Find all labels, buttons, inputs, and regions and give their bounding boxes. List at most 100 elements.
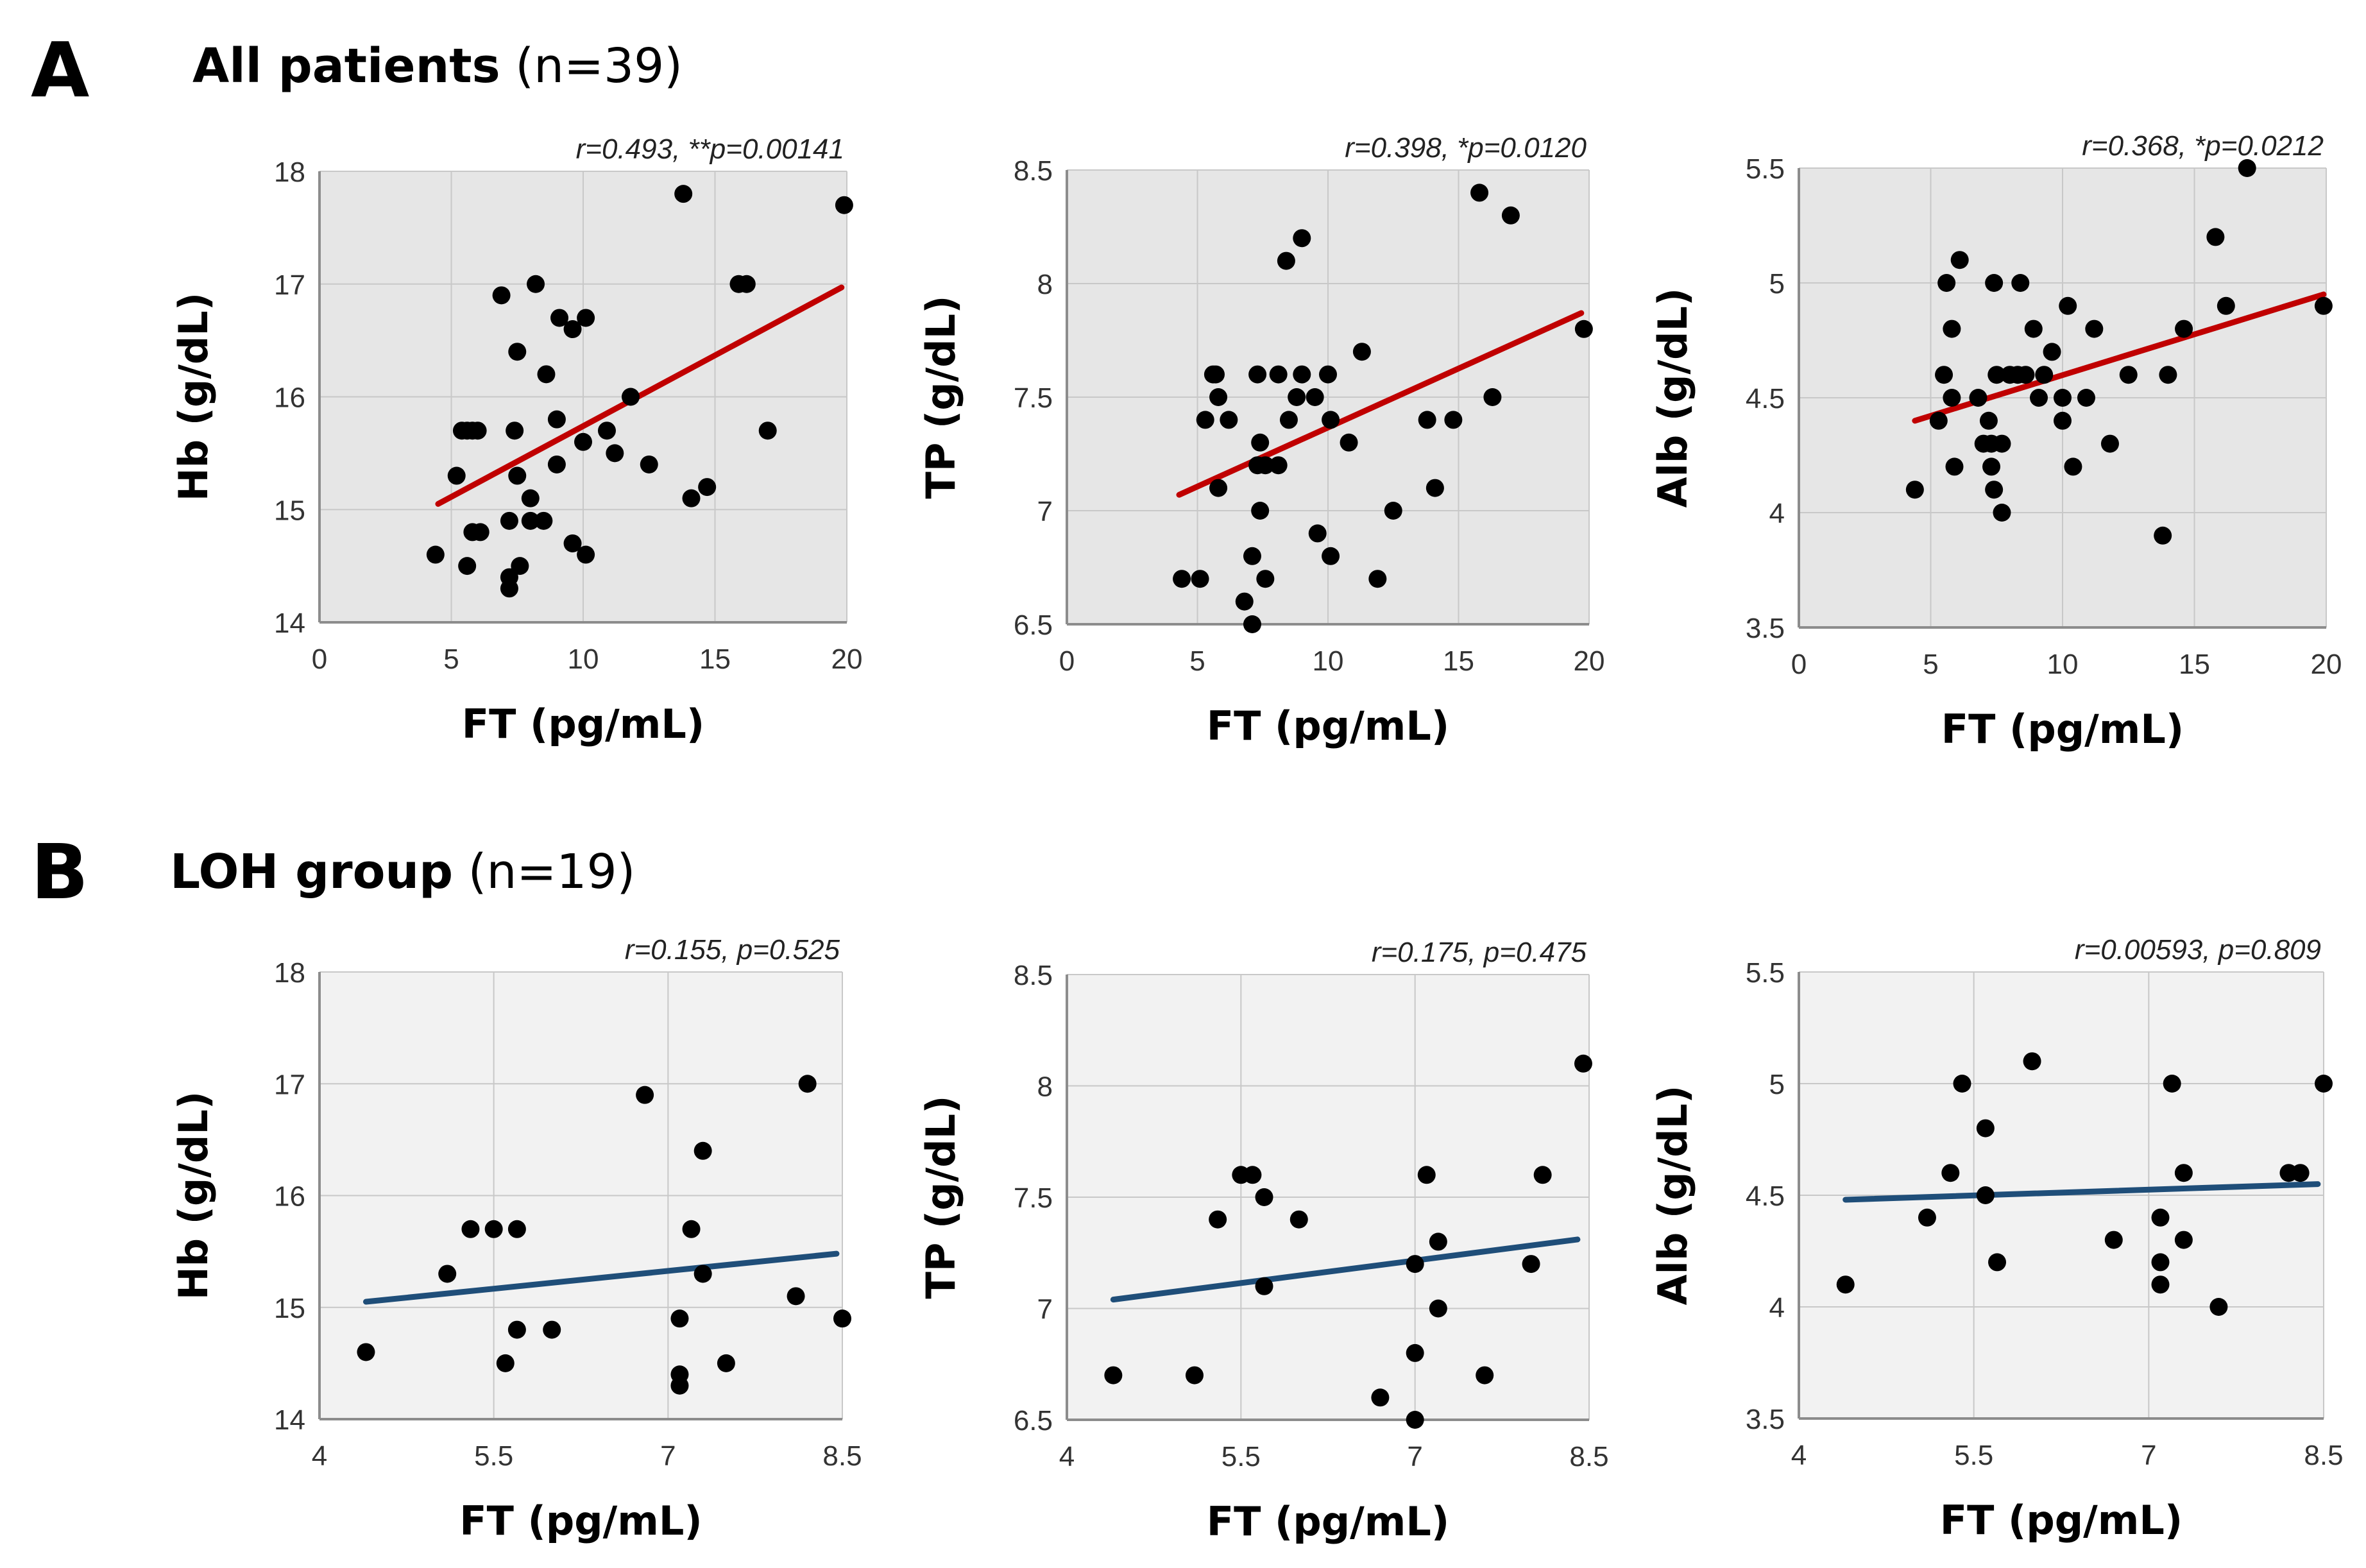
c1-data-point <box>1236 593 1254 611</box>
c1-y-tick-label: 8 <box>1037 269 1053 300</box>
c2-data-point <box>1985 481 2003 499</box>
c1-data-point <box>1207 366 1225 384</box>
c0-data-point <box>500 512 518 530</box>
c1-data-point <box>1426 479 1444 497</box>
c2-data-point <box>1982 457 2000 475</box>
c1-data-point <box>1575 320 1593 338</box>
c2-data-point <box>1906 481 1924 499</box>
c3-y-axis-title: Hb (g/dL) <box>170 1091 217 1300</box>
c1-data-point <box>1309 524 1327 542</box>
c4-data-point <box>1406 1255 1424 1273</box>
c0-data-point <box>622 388 640 406</box>
c4-data-point <box>1522 1255 1540 1273</box>
c3-y-tick-label: 18 <box>274 957 305 989</box>
c1-data-point <box>1384 502 1402 520</box>
c4-data-point <box>1371 1388 1389 1406</box>
c0-data-point <box>506 422 523 439</box>
c2-x-tick-label: 15 <box>2179 649 2210 680</box>
c4-y-tick-label: 8.5 <box>1014 960 1053 991</box>
c4-data-point <box>1104 1367 1122 1385</box>
c1-data-point <box>1191 570 1209 588</box>
c0-y-tick-label: 15 <box>274 495 305 526</box>
c0-x-tick-label: 10 <box>568 643 599 675</box>
c4-data-point <box>1476 1367 1494 1385</box>
c2-data-point <box>2077 389 2095 407</box>
c2-data-point <box>1943 389 1961 407</box>
c3-data-point <box>438 1265 456 1283</box>
chart-a-alb: 0 5 10 15 203.544.555.5r=0.368, *p=0.0212FT … <box>1649 130 2342 753</box>
c5-data-point <box>1941 1164 1959 1182</box>
c2-data-point <box>1980 412 1998 430</box>
c3-y-tick-label: 14 <box>274 1404 305 1436</box>
c1-x-axis-title: FT (pg/mL) <box>1207 703 1449 749</box>
c0-data-point <box>577 546 595 564</box>
c4-y-tick-label: 8 <box>1037 1071 1053 1103</box>
c2-x-tick-label: 10 <box>2047 649 2079 680</box>
c2-data-point <box>2054 389 2072 407</box>
c1-x-tick-label: 10 <box>1313 645 1344 677</box>
c1-data-point <box>1483 388 1501 406</box>
c1-stat-annotation: r=0.398, *p=0.0120 <box>1345 132 1587 164</box>
c0-data-point <box>534 512 552 530</box>
c1-x-tick-label: 15 <box>1443 645 1474 677</box>
c5-y-tick-label: 4.5 <box>1746 1180 1785 1212</box>
figure-canvas: A All patients (n=39) B LOH group (n=19)… <box>0 0 2366 1568</box>
c1-data-point <box>1251 502 1269 520</box>
c1-data-point <box>1340 434 1358 452</box>
c2-data-point <box>2016 366 2034 384</box>
c5-y-tick-label: 3.5 <box>1746 1404 1785 1435</box>
c5-stat-annotation: r=0.00593, p=0.809 <box>2075 934 2321 966</box>
c1-y-axis-title: TP (g/dL) <box>917 296 964 499</box>
c0-data-point <box>548 456 566 473</box>
panel-a-title: All patients (n=39) <box>192 38 683 94</box>
c5-y-axis-title: Alb (g/dL) <box>1649 1086 1696 1306</box>
c4-data-point <box>1255 1277 1273 1295</box>
c0-data-point <box>683 490 701 507</box>
c2-data-point <box>2035 366 2053 384</box>
c2-x-tick-label: 20 <box>2311 649 2342 680</box>
c0-data-point <box>606 444 624 462</box>
c0-y-tick-label: 16 <box>274 382 305 414</box>
c4-x-tick-label: 8.5 <box>1569 1441 1608 1472</box>
c4-data-point <box>1534 1166 1552 1184</box>
c3-data-point <box>683 1220 701 1238</box>
c2-data-point <box>1993 504 2011 522</box>
c1-data-point <box>1173 570 1191 588</box>
c5-data-point <box>1988 1253 2006 1271</box>
c2-data-point <box>2054 412 2072 430</box>
c5-x-axis-title: FT (pg/mL) <box>1940 1497 2183 1544</box>
c1-y-tick-label: 7 <box>1037 496 1053 527</box>
c0-data-point <box>698 478 716 496</box>
c5-data-point <box>2175 1164 2193 1182</box>
c1-data-point <box>1444 411 1462 429</box>
c0-data-point <box>472 523 489 541</box>
c2-y-tick-label: 3.5 <box>1746 613 1785 644</box>
c0-data-point <box>548 411 566 429</box>
c1-data-point <box>1277 252 1295 270</box>
c1-data-point <box>1280 411 1298 429</box>
c3-x-axis-title: FT (pg/mL) <box>459 1497 702 1544</box>
c0-y-axis-title: Hb (g/dL) <box>170 293 217 501</box>
c1-data-point <box>1209 479 1227 497</box>
c1-x-tick-label: 5 <box>1189 645 1205 677</box>
c2-x-axis-title: FT (pg/mL) <box>1941 706 2184 753</box>
c0-data-point <box>577 309 595 327</box>
c0-data-point <box>759 422 777 439</box>
c1-y-tick-label: 8.5 <box>1014 155 1053 187</box>
c5-y-tick-label: 4 <box>1769 1292 1785 1324</box>
c1-data-point <box>1418 411 1436 429</box>
c2-data-point <box>1969 389 1987 407</box>
c1-data-point <box>1270 456 1288 474</box>
c2-data-point <box>2043 343 2061 361</box>
c0-data-point <box>427 546 445 564</box>
c3-x-tick-label: 7 <box>660 1440 676 1472</box>
c3-y-tick-label: 15 <box>274 1293 305 1324</box>
panel-b-title-bold: LOH group <box>170 844 453 899</box>
c1-x-tick-label: 20 <box>1574 645 1605 677</box>
c1-data-point <box>1293 229 1311 247</box>
c4-data-point <box>1574 1055 1592 1073</box>
c2-data-point <box>2175 320 2193 338</box>
c0-data-point <box>738 275 756 293</box>
c2-data-point <box>1951 251 1969 269</box>
c1-data-point <box>1322 547 1340 565</box>
